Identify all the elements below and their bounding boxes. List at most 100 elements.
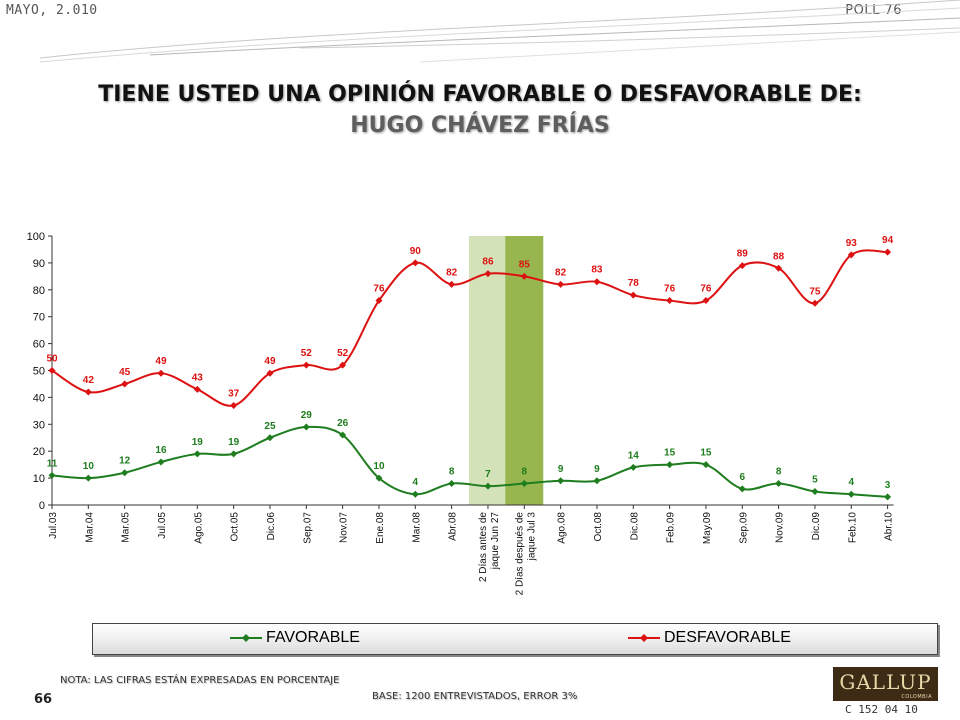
data-label: 8 [776,466,782,477]
x-tick-label: Jul.03 [48,512,59,539]
data-point [48,367,56,374]
data-label: 82 [446,267,458,278]
data-point [629,463,637,471]
data-label: 75 [809,286,821,297]
x-tick-label: Feb.09 [666,512,677,544]
chart-title: TIENE USTED UNA OPINIÓN FAVORABLE O DESF… [98,82,862,107]
y-tick-label: 40 [33,392,45,404]
data-label: 37 [228,388,240,399]
legend-label-favorable: FAVORABLE [266,629,360,646]
x-tick-label: Ene.08 [375,512,386,544]
data-point [339,431,347,439]
data-point [193,450,201,458]
data-point [230,401,238,409]
legend-label-desfavorable: DESFAVORABLE [664,629,791,646]
gallup-logo: GALLUP COLOMBIA [833,667,938,701]
data-point [339,361,347,369]
data-label: 94 [882,235,894,246]
document-code: C 152 04 10 [845,703,918,716]
x-tick-label: Jul.05 [157,512,168,539]
highlight-band [468,236,507,505]
data-point [484,270,492,278]
x-tick-label: Dic.06 [266,512,277,541]
data-point [230,450,238,458]
data-point [811,299,819,307]
data-point [847,251,855,259]
data-label: 4 [413,477,419,488]
data-point [738,485,746,493]
poll-date: MAYO, 2.010 [6,3,98,18]
data-point [738,262,746,270]
x-tick-label: Oct.08 [593,512,604,542]
data-point [84,388,92,396]
y-tick-label: 0 [39,500,45,512]
x-tick-label: Sep.09 [738,512,749,544]
data-label: 7 [485,469,491,480]
desfavorable-legend-marker [628,634,660,642]
data-point [775,479,783,487]
x-tick-label: May.09 [702,512,713,544]
data-point [84,474,92,482]
data-point [702,461,710,469]
highlight-band [505,236,544,505]
y-tick-label: 60 [33,339,45,351]
data-label: 11 [47,458,58,469]
y-tick-label: 20 [33,446,45,458]
data-label: 6 [739,472,745,483]
data-label: 29 [301,410,313,421]
data-point [448,479,456,487]
data-label: 76 [664,284,676,295]
x-tick-label: Abr.10 [884,512,895,541]
data-point [520,272,528,280]
data-point [557,477,565,485]
favorable-legend-marker [230,634,262,642]
data-label: 15 [700,448,712,459]
data-point [593,477,601,485]
y-tick-label: 90 [33,258,45,270]
data-label: 45 [119,367,131,378]
data-label: 42 [83,375,95,386]
data-point [448,280,456,288]
chart-subtitle: HUGO CHÁVEZ FRÍAS [350,113,610,138]
data-point [157,369,165,377]
data-label: 85 [519,259,531,270]
data-label: 9 [594,464,600,475]
data-point [121,469,129,477]
data-label: 49 [264,356,276,367]
x-tick-label: Mar.04 [84,512,95,543]
data-point [593,278,601,286]
data-point [302,423,310,431]
data-point [884,248,892,256]
sample-base: BASE: 1200 ENTREVISTADOS, ERROR 3% [372,691,578,702]
legend-item-favorable: FAVORABLE [230,629,360,647]
data-point [266,369,274,377]
data-label: 88 [773,251,785,262]
chart-legend: FAVORABLE DESFAVORABLE [92,623,938,655]
data-label: 93 [846,238,858,249]
x-tick-label: Ago.05 [193,512,204,544]
data-label: 19 [228,437,240,448]
data-label: 83 [591,265,603,276]
data-point [484,482,492,490]
data-label: 12 [119,456,131,467]
y-tick-label: 100 [27,231,45,243]
legend-item-desfavorable: DESFAVORABLE [628,629,791,647]
data-label: 52 [301,348,313,359]
data-point [847,490,855,498]
data-label: 9 [558,464,564,475]
data-point [884,493,892,501]
data-label: 15 [664,448,676,459]
data-label: 86 [482,257,494,268]
x-tick-label: Sep.07 [302,512,313,544]
x-tick-label: Mar.08 [411,512,422,543]
x-tick-label: Mar.05 [121,512,132,543]
data-point [193,385,201,393]
data-label: 10 [83,461,95,472]
data-point [121,380,129,388]
data-point [666,461,674,469]
data-label: 10 [373,461,385,472]
data-label: 8 [449,466,455,477]
y-tick-label: 50 [33,366,45,378]
data-point [157,458,165,466]
